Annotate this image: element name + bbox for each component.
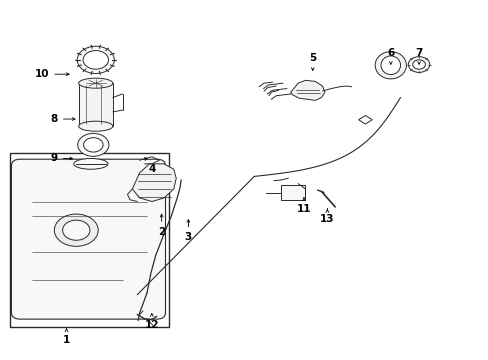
Ellipse shape xyxy=(374,51,406,79)
Circle shape xyxy=(83,50,108,69)
Circle shape xyxy=(78,134,109,156)
Circle shape xyxy=(54,214,98,246)
Text: 5: 5 xyxy=(308,53,316,71)
Text: 8: 8 xyxy=(51,114,75,124)
Text: 9: 9 xyxy=(51,153,72,163)
Ellipse shape xyxy=(79,121,113,131)
Text: 6: 6 xyxy=(386,48,394,64)
Circle shape xyxy=(83,138,103,152)
Text: 4: 4 xyxy=(145,157,155,174)
Circle shape xyxy=(77,46,114,73)
Ellipse shape xyxy=(79,78,113,88)
Polygon shape xyxy=(290,80,325,100)
Circle shape xyxy=(412,60,425,69)
Circle shape xyxy=(62,220,90,240)
Bar xyxy=(79,83,113,126)
Text: 1: 1 xyxy=(63,329,70,345)
Text: 3: 3 xyxy=(184,220,192,242)
Text: 2: 2 xyxy=(158,214,165,237)
Ellipse shape xyxy=(380,56,400,75)
FancyBboxPatch shape xyxy=(11,159,165,319)
Bar xyxy=(281,185,305,200)
Text: 11: 11 xyxy=(296,198,310,214)
Polygon shape xyxy=(358,116,371,124)
Text: 12: 12 xyxy=(144,314,159,330)
Ellipse shape xyxy=(74,158,108,169)
Bar xyxy=(10,153,168,327)
Circle shape xyxy=(407,57,429,72)
Text: 13: 13 xyxy=(320,209,334,224)
Text: 7: 7 xyxy=(414,48,422,64)
Polygon shape xyxy=(132,164,176,202)
Text: 10: 10 xyxy=(35,69,69,79)
